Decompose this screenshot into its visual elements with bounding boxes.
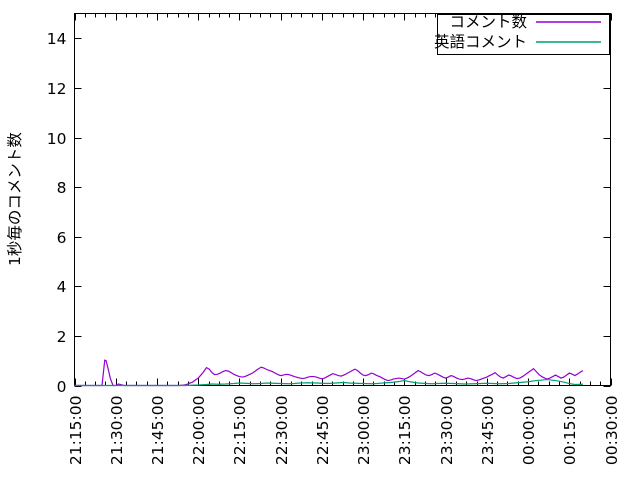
x-tick-label-21:45:00: 21:45:00 [149, 396, 167, 466]
x-tick-label-00:00:00: 00:00:00 [520, 396, 538, 466]
y-tick-label-10: 10 [47, 130, 67, 148]
y-tick-label-12: 12 [47, 80, 67, 98]
legend-item-english-comment-label: 英語コメント [434, 33, 527, 51]
x-tick-label-00:15:00: 00:15:00 [561, 396, 579, 466]
x-tick-label-00:30:00: 00:30:00 [603, 396, 621, 466]
y-tick-label-8: 8 [57, 179, 67, 197]
y-axis-label: 1秒毎のコメント数 [6, 132, 24, 266]
y-tick-label-6: 6 [57, 229, 67, 247]
x-tick-label-23:45:00: 23:45:00 [479, 396, 497, 466]
x-tick-label-22:45:00: 22:45:00 [314, 396, 332, 466]
y-tick-label-14: 14 [47, 30, 67, 48]
legend-background [436, 13, 611, 56]
x-axis-ticks [74, 13, 613, 386]
x-tick-label-23:15:00: 23:15:00 [396, 396, 414, 466]
y-tick-label-0: 0 [57, 378, 67, 396]
x-tick-label-21:30:00: 21:30:00 [108, 396, 126, 466]
y-tick-label-4: 4 [57, 278, 67, 296]
x-tick-label-23:30:00: 23:30:00 [438, 396, 456, 466]
plot-frame [73, 12, 612, 387]
x-tick-label-23:00:00: 23:00:00 [355, 396, 373, 466]
y-tick-label-2: 2 [57, 328, 67, 346]
y-axis-tick-labels: 0 2 4 6 8 10 12 14 [47, 30, 67, 396]
plot-border [73, 12, 612, 387]
x-axis-tick-labels: 21:15:00 21:30:00 21:45:00 22:00:00 22:15:00… [67, 396, 621, 466]
x-tick-label-21:15:00: 21:15:00 [67, 396, 85, 466]
legend-item-comment-count-label: コメント数 [449, 13, 527, 31]
data-series-group [74, 359, 584, 387]
series-line-english-comment [74, 378, 584, 387]
chart-legend: コメント数 英語コメント [434, 13, 611, 56]
x-tick-label-22:15:00: 22:15:00 [231, 396, 249, 466]
y-axis-ticks [74, 37, 611, 388]
x-tick-label-22:00:00: 22:00:00 [190, 396, 208, 466]
series-line-comment-count [74, 359, 584, 387]
x-tick-label-22:30:00: 22:30:00 [273, 396, 291, 466]
